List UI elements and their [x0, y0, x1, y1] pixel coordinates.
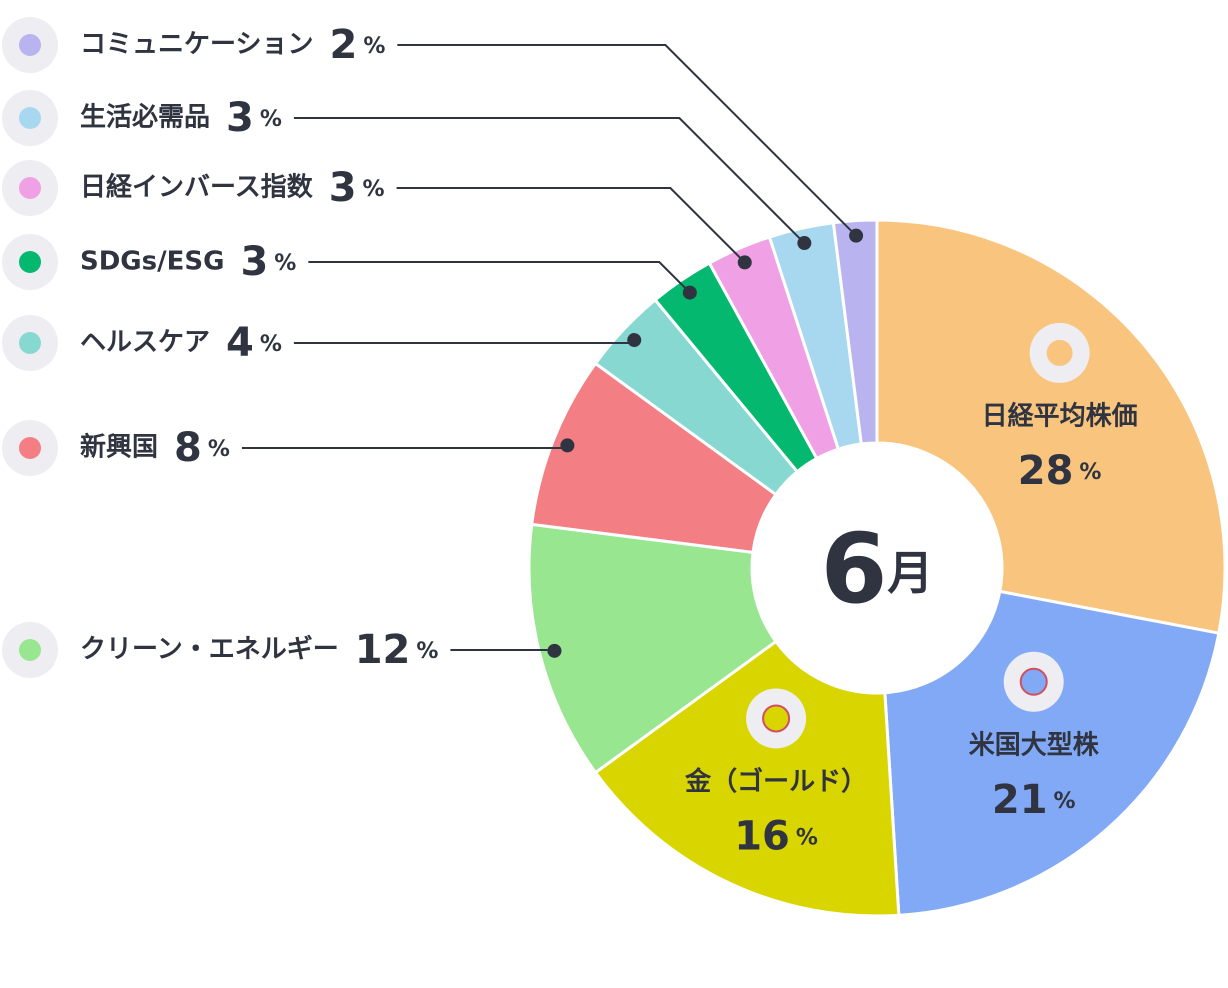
donut-hole	[752, 443, 1002, 693]
value-unit: %	[208, 437, 230, 462]
category-label: ヘルスケア	[80, 328, 210, 358]
leader-dot	[560, 438, 575, 453]
leader-dot	[849, 228, 864, 243]
value-unit: %	[363, 177, 385, 202]
value-number: 8	[174, 425, 202, 471]
category-label: 日経平均株価	[982, 400, 1138, 431]
value-unit: %	[260, 332, 282, 357]
value-unit: %	[416, 639, 438, 664]
leader-line	[397, 44, 857, 237]
value-unit: %	[1054, 789, 1076, 814]
value-label: 2%	[329, 22, 385, 68]
value-label: 4%	[226, 320, 282, 366]
category-icon-mark	[19, 251, 41, 273]
leader-line	[308, 261, 691, 294]
value-unit: %	[260, 107, 282, 132]
value-number: 2	[329, 22, 357, 68]
category-label: 金（ゴールド）	[684, 766, 867, 797]
category-icon-mark	[19, 107, 41, 129]
category-label: クリーン・エネルギー	[80, 635, 339, 665]
value-unit: %	[796, 825, 818, 850]
category-label: 新興国	[80, 432, 158, 463]
value-number: 3	[226, 95, 254, 141]
value-label: 8%	[174, 425, 230, 471]
leader-dot	[797, 236, 812, 251]
value-label: 3%	[226, 95, 282, 141]
leader-line	[450, 649, 556, 652]
value-unit: %	[274, 251, 296, 276]
center-label: 6月	[821, 513, 934, 625]
leader-line	[293, 117, 806, 244]
leader-line	[396, 187, 746, 264]
category-icon-mark	[762, 704, 791, 733]
value-label: 3%	[240, 239, 296, 285]
category-icon-mark	[1046, 339, 1073, 366]
category-icon-mark	[1019, 667, 1048, 696]
category-icon-mark	[19, 34, 41, 56]
leader-line	[293, 339, 640, 344]
value-number: 21	[992, 777, 1048, 823]
value-number: 12	[355, 627, 411, 673]
value-label: 12%	[355, 627, 439, 673]
category-icon-mark	[19, 177, 41, 199]
category-icon-mark	[19, 437, 41, 459]
value-number: 28	[1018, 448, 1074, 494]
value-number: 4	[226, 320, 254, 366]
value-number: 3	[240, 239, 268, 285]
value-label: 21%	[992, 777, 1076, 823]
center-unit: 月	[887, 546, 933, 600]
leader-dot	[737, 255, 752, 270]
category-label: SDGs/ESG	[80, 247, 224, 277]
value-label: 28%	[1018, 448, 1102, 494]
category-icon-mark	[19, 639, 41, 661]
leader-line	[241, 444, 573, 449]
leader-dot	[627, 333, 642, 348]
value-unit: %	[363, 34, 385, 59]
category-icon-mark	[19, 332, 41, 354]
value-unit: %	[1079, 460, 1101, 485]
value-number: 3	[329, 165, 357, 211]
leader-dot	[682, 285, 697, 300]
category-label: 米国大型株	[969, 730, 1100, 760]
category-label: 日経インバース指数	[80, 172, 314, 203]
value-number: 16	[734, 813, 790, 859]
value-label: 16%	[734, 813, 818, 859]
center-number: 6	[821, 513, 888, 625]
category-label: 生活必需品	[80, 103, 210, 133]
leader-dot	[547, 643, 562, 658]
category-label: コミュニケーション	[80, 30, 313, 60]
value-label: 3%	[329, 165, 385, 211]
